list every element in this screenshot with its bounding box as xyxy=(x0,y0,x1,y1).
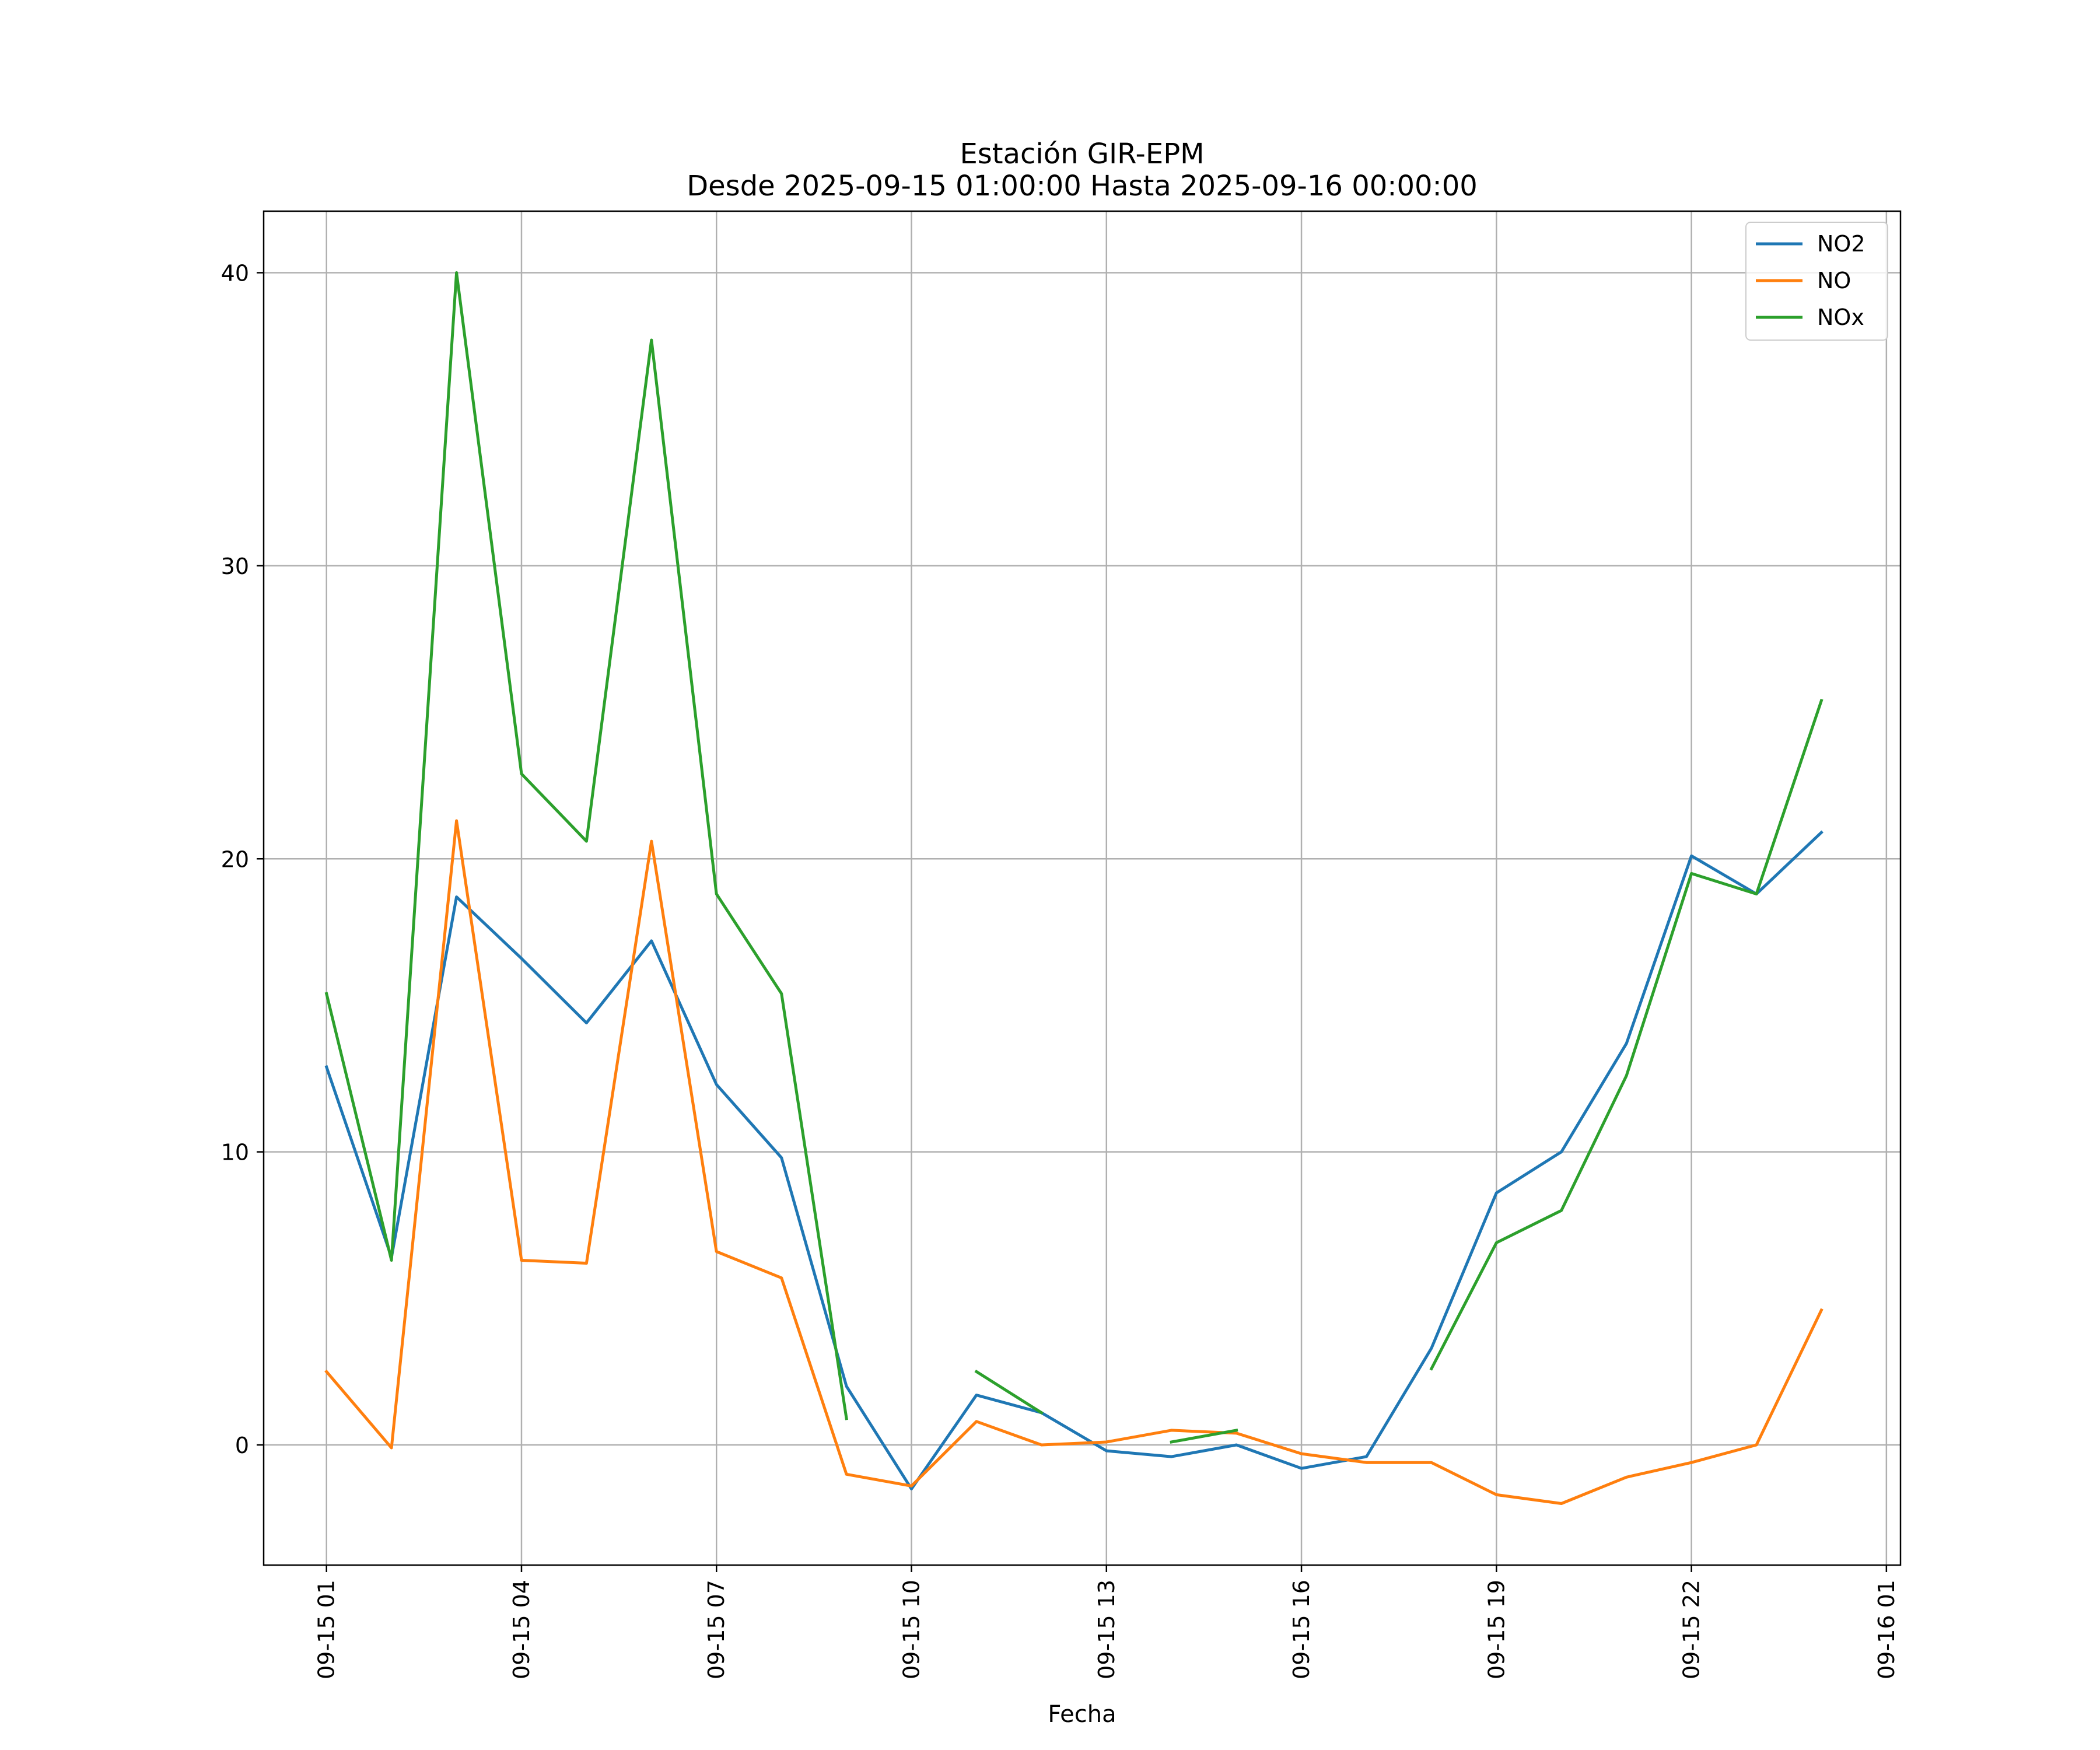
data-point-no xyxy=(1040,1444,1042,1446)
data-point-nox xyxy=(1690,872,1693,874)
data-point-nox xyxy=(1430,1367,1433,1370)
data-point-no2 xyxy=(1300,1467,1303,1469)
data-point-no xyxy=(1105,1441,1108,1443)
data-point-no2 xyxy=(715,1083,718,1086)
data-point-no xyxy=(715,1251,718,1252)
data-point-no2 xyxy=(650,940,653,942)
data-point-nox xyxy=(715,893,718,895)
data-point-no xyxy=(1300,1452,1303,1455)
x-tick-label: 09-15 10 xyxy=(899,1580,925,1679)
x-tick-label: 09-15 22 xyxy=(1679,1580,1704,1679)
data-point-no2 xyxy=(911,1488,912,1490)
data-point-nox xyxy=(780,992,783,995)
data-point-no xyxy=(326,1370,328,1373)
legend-label-nox: NOx xyxy=(1817,304,1864,330)
y-tick-label: 10 xyxy=(221,1140,249,1166)
legend-label-no: NO xyxy=(1817,268,1851,293)
data-point-nox xyxy=(585,840,587,842)
data-point-nox xyxy=(1495,1241,1497,1244)
data-point-no xyxy=(1560,1503,1563,1504)
data-point-nox xyxy=(520,773,523,775)
plot-area-frame xyxy=(262,210,1902,1566)
data-point-no2 xyxy=(456,896,458,898)
data-point-no2 xyxy=(1625,1042,1628,1045)
data-point-no xyxy=(585,1262,587,1264)
data-point-no2 xyxy=(780,1157,783,1159)
data-point-no2 xyxy=(1690,855,1693,857)
x-tick-label: 09-15 13 xyxy=(1094,1580,1119,1679)
data-point-nox xyxy=(1040,1412,1042,1414)
data-point-no xyxy=(1690,1461,1693,1464)
data-point-nox xyxy=(1560,1209,1563,1212)
data-point-no xyxy=(1430,1461,1433,1464)
legend-label-no2: NO2 xyxy=(1817,231,1866,257)
data-point-no xyxy=(1170,1429,1172,1432)
data-point-nox xyxy=(1236,1429,1238,1432)
data-point-nox xyxy=(1170,1441,1172,1443)
series-lines xyxy=(324,271,1824,1505)
data-point-no2 xyxy=(1430,1347,1433,1349)
data-point-no xyxy=(780,1277,783,1279)
x-axis-ticks: 09-15 01 09-15 04 09-15 07 09-15 10 09-15 13… xyxy=(314,1565,1899,1679)
data-point-no xyxy=(1366,1461,1367,1464)
data-point-nox xyxy=(326,992,328,995)
data-point-no2 xyxy=(845,1385,848,1387)
data-point-no xyxy=(1820,1309,1822,1311)
data-point-no2 xyxy=(1105,1450,1108,1452)
data-point-no2 xyxy=(1236,1444,1238,1446)
data-point-nox xyxy=(1755,893,1758,895)
legend-frame xyxy=(1745,222,1888,341)
y-tick-label: 20 xyxy=(221,846,249,872)
data-point-no2 xyxy=(1366,1455,1367,1458)
data-point-no xyxy=(520,1259,523,1261)
x-axis-label: Fecha xyxy=(1048,1701,1116,1728)
series-line-no xyxy=(324,819,1824,1505)
data-point-no2 xyxy=(1560,1151,1563,1153)
data-point-no xyxy=(845,1473,848,1475)
legend: NO2 NO NOx xyxy=(1745,222,1888,341)
data-point-no2 xyxy=(1820,831,1822,834)
data-point-nox xyxy=(1820,699,1822,702)
chart-title: Estación GIR-EPM xyxy=(960,138,1204,170)
data-point-no xyxy=(650,840,653,842)
data-point-nox xyxy=(845,1418,848,1420)
y-tick-label: 30 xyxy=(221,554,249,579)
data-point-nox xyxy=(1625,1074,1628,1077)
chart-subtitle: Desde 2025-09-15 01:00:00 Hasta 2025-09-… xyxy=(687,170,1478,202)
data-point-no xyxy=(1755,1444,1758,1446)
y-tick-label: 40 xyxy=(221,261,249,286)
x-tick-label: 09-16 01 xyxy=(1874,1580,1899,1679)
data-point-no xyxy=(390,1447,393,1449)
data-point-no xyxy=(1625,1476,1628,1478)
data-point-nox xyxy=(975,1370,978,1373)
data-point-no2 xyxy=(975,1394,978,1396)
data-point-nox xyxy=(456,272,458,274)
x-tick-label: 09-15 04 xyxy=(509,1580,534,1679)
data-point-nox xyxy=(650,339,653,341)
data-point-no2 xyxy=(1170,1455,1172,1458)
y-tick-label: 0 xyxy=(235,1433,249,1458)
data-point-no xyxy=(911,1485,912,1487)
x-tick-label: 09-15 01 xyxy=(314,1580,340,1679)
data-point-nox xyxy=(390,1259,393,1261)
x-tick-label: 09-15 07 xyxy=(704,1580,729,1679)
data-point-no2 xyxy=(520,957,523,960)
data-point-no xyxy=(456,820,458,822)
x-tick-label: 09-15 19 xyxy=(1483,1580,1509,1679)
data-point-no2 xyxy=(585,1022,587,1024)
data-point-no2 xyxy=(1495,1192,1497,1194)
data-point-no xyxy=(975,1420,978,1423)
data-point-no2 xyxy=(326,1066,328,1068)
data-point-no xyxy=(1495,1493,1497,1496)
x-tick-label: 09-15 16 xyxy=(1289,1580,1314,1679)
data-point-no xyxy=(1236,1432,1238,1434)
series-line-no2 xyxy=(324,830,1824,1490)
y-axis-ticks: 0 10 20 30 40 xyxy=(221,261,264,1458)
